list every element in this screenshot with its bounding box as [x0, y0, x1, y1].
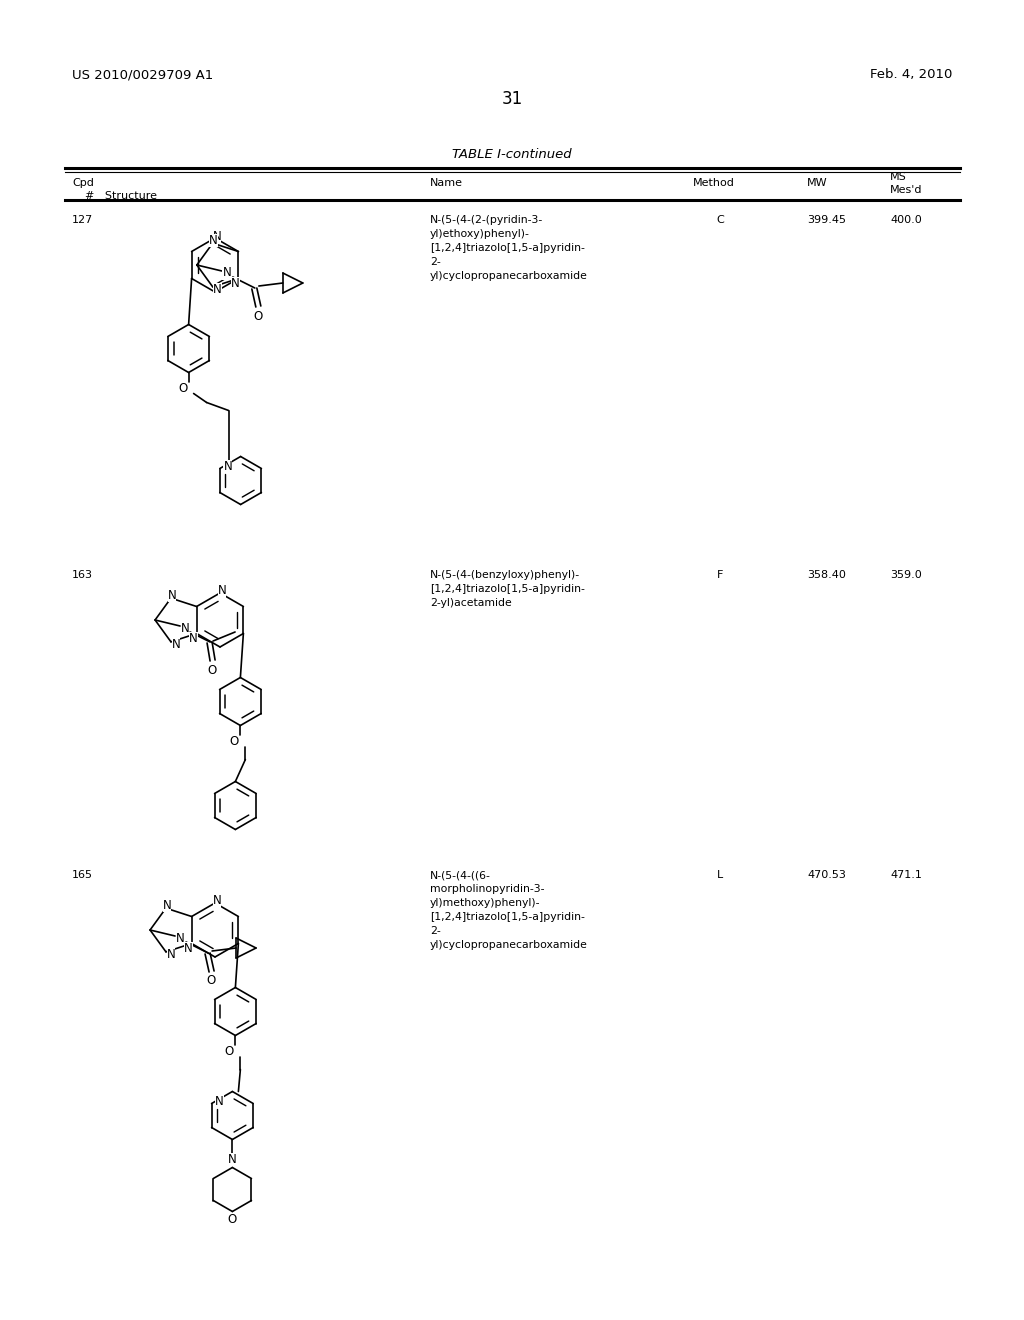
- Text: N-(5-(4-(benzyloxy)phenyl)-
[1,2,4]triazolo[1,5-a]pyridin-
2-yl)acetamide: N-(5-(4-(benzyloxy)phenyl)- [1,2,4]triaz…: [430, 570, 585, 609]
- Text: 31: 31: [502, 90, 522, 108]
- Text: 127: 127: [72, 215, 93, 224]
- Text: N: N: [228, 1152, 237, 1166]
- Text: O: O: [224, 1045, 234, 1059]
- Text: 358.40: 358.40: [807, 570, 846, 579]
- Text: N: N: [213, 284, 222, 297]
- Text: #   Structure: # Structure: [85, 191, 157, 201]
- Text: O: O: [207, 974, 216, 987]
- Text: 165: 165: [72, 870, 93, 880]
- Text: N: N: [223, 459, 232, 473]
- Text: N: N: [168, 589, 176, 602]
- Text: N: N: [222, 267, 231, 280]
- Text: L: L: [717, 870, 723, 880]
- Text: Method: Method: [693, 178, 735, 187]
- Text: 399.45: 399.45: [807, 215, 846, 224]
- Text: Feb. 4, 2010: Feb. 4, 2010: [869, 69, 952, 81]
- Text: N: N: [213, 230, 221, 243]
- Text: 163: 163: [72, 570, 93, 579]
- Text: 359.0: 359.0: [890, 570, 922, 579]
- Text: 471.1: 471.1: [890, 870, 922, 880]
- Text: 400.0: 400.0: [890, 215, 922, 224]
- Text: Name: Name: [430, 178, 463, 187]
- Text: TABLE I-continued: TABLE I-continued: [453, 148, 571, 161]
- Text: N: N: [180, 622, 189, 635]
- Text: N-(5-(4-(2-(pyridin-3-
yl)ethoxy)phenyl)-
[1,2,4]triazolo[1,5-a]pyridin-
2-
yl)c: N-(5-(4-(2-(pyridin-3- yl)ethoxy)phenyl)…: [430, 215, 588, 281]
- Text: N: N: [167, 948, 175, 961]
- Text: N: N: [189, 632, 198, 645]
- Text: N: N: [213, 895, 221, 908]
- Text: O: O: [178, 381, 187, 395]
- Text: N: N: [209, 234, 218, 247]
- Text: O: O: [227, 1213, 237, 1226]
- Text: N: N: [163, 899, 171, 912]
- Text: O: O: [208, 664, 217, 676]
- Text: MS: MS: [890, 172, 906, 182]
- Text: N: N: [218, 585, 226, 598]
- Text: N: N: [215, 1096, 224, 1107]
- Text: O: O: [229, 735, 239, 748]
- Text: Cpd: Cpd: [72, 178, 94, 187]
- Text: N: N: [172, 639, 180, 651]
- Text: N: N: [231, 277, 240, 290]
- Text: N: N: [184, 942, 193, 954]
- Text: MW: MW: [807, 178, 827, 187]
- Text: N: N: [176, 932, 184, 945]
- Text: 470.53: 470.53: [807, 870, 846, 880]
- Text: N-(5-(4-((6-
morpholinopyridin-3-
yl)methoxy)phenyl)-
[1,2,4]triazolo[1,5-a]pyri: N-(5-(4-((6- morpholinopyridin-3- yl)met…: [430, 870, 588, 950]
- Text: O: O: [253, 309, 262, 322]
- Text: F: F: [717, 570, 723, 579]
- Text: Mes'd: Mes'd: [890, 185, 923, 195]
- Text: C: C: [716, 215, 724, 224]
- Text: US 2010/0029709 A1: US 2010/0029709 A1: [72, 69, 213, 81]
